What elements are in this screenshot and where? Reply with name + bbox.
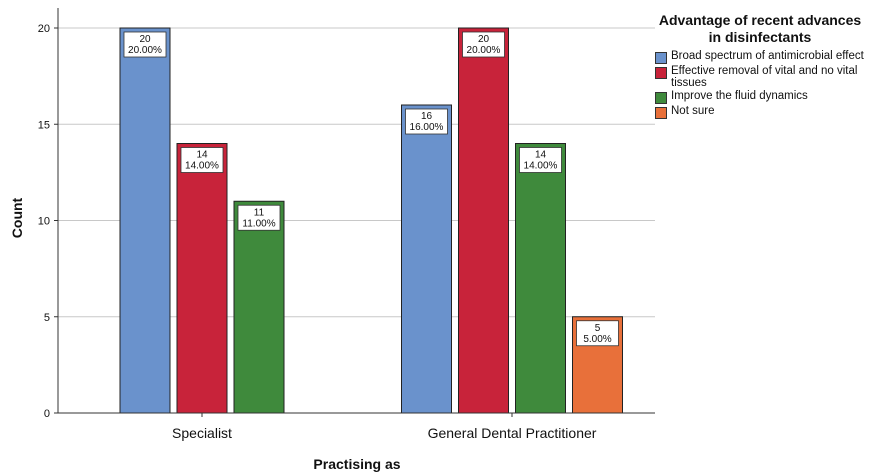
- data-label-box: [180, 147, 224, 173]
- legend-item: Broad spectrum of antimicrobial effect: [655, 50, 865, 64]
- legend-title: Advantage of recent advances in disinfec…: [658, 12, 862, 45]
- legend-swatch: [655, 52, 667, 64]
- legend-item: Not sure: [655, 105, 865, 119]
- legend-label: Not sure: [671, 105, 715, 117]
- y-tick-label: 20: [38, 23, 50, 35]
- data-label: 14.00%: [185, 161, 219, 172]
- data-label: 14.00%: [524, 161, 558, 172]
- x-category-label: Specialist: [172, 425, 232, 441]
- legend-label: Broad spectrum of antimicrobial effect: [671, 50, 864, 62]
- data-label: 11.00%: [242, 218, 275, 229]
- data-label-box: [519, 147, 562, 173]
- legend-item: Improve the fluid dynamics: [655, 90, 865, 104]
- bar: [119, 27, 171, 414]
- y-tick-label: 10: [38, 216, 50, 228]
- legend: Advantage of recent advances in disinfec…: [655, 12, 865, 120]
- legend-label: Improve the fluid dynamics: [671, 90, 808, 102]
- legend-item: Effective removal of vital and no vital …: [655, 65, 865, 89]
- y-axis-label: Count: [9, 197, 25, 238]
- bar: [233, 200, 285, 414]
- data-label: 14: [196, 150, 208, 161]
- axes: [54, 8, 655, 417]
- data-label: 16.00%: [410, 122, 444, 133]
- y-tick-label: 15: [38, 119, 50, 131]
- data-label: 5: [595, 323, 601, 334]
- data-label-box: [405, 108, 448, 135]
- bar: [458, 27, 509, 414]
- bar: [515, 143, 566, 414]
- bar: [176, 143, 228, 414]
- legend-swatch: [655, 107, 667, 119]
- data-label-box: [123, 31, 167, 58]
- x-category-labels: Specialist General Dental Practitioner: [172, 425, 597, 441]
- data-label: 20: [478, 34, 490, 45]
- data-label-box: [576, 320, 619, 347]
- legend-swatch: [655, 92, 667, 104]
- bar: [401, 104, 452, 414]
- bars: [119, 27, 623, 414]
- data-label: 20.00%: [128, 45, 162, 56]
- legend-swatch: [655, 67, 667, 79]
- data-label: 14: [535, 150, 547, 161]
- data-label: 20.00%: [467, 45, 501, 56]
- x-category-label: General Dental Practitioner: [428, 425, 597, 441]
- y-tick-label: 5: [44, 312, 50, 324]
- data-label-box: [462, 31, 505, 58]
- x-axis-label: Practising as: [313, 456, 400, 472]
- y-tick-label: 0: [44, 408, 50, 420]
- legend-label: Effective removal of vital and no vital …: [671, 65, 858, 89]
- data-label: 11: [254, 207, 265, 218]
- data-labels: 2020.00%1414.00%1111.00%1616.00%2020.00%…: [123, 31, 619, 347]
- data-label: 20: [139, 34, 151, 45]
- data-label-box: [237, 204, 281, 231]
- legend-items: Broad spectrum of antimicrobial effect Ef…: [655, 50, 865, 119]
- data-label: 16: [421, 111, 433, 122]
- y-tick-labels: 0 5 10 15 20: [38, 23, 50, 420]
- data-label: 5.00%: [583, 334, 611, 345]
